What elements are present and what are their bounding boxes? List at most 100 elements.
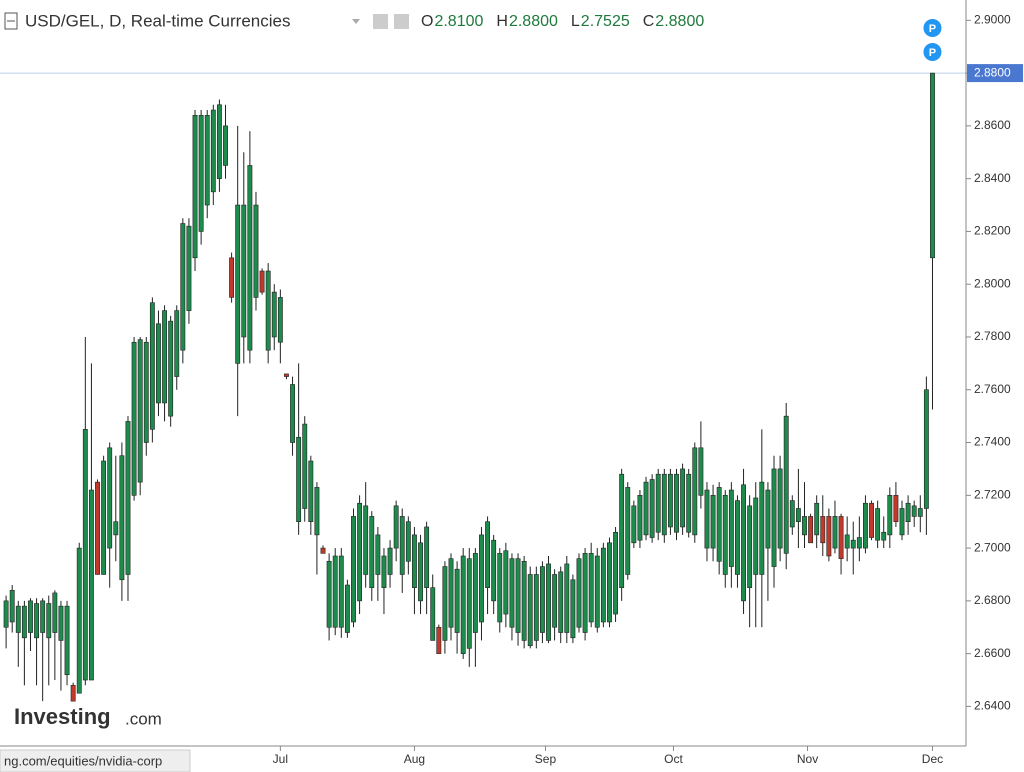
y-tick-label: 2.7000 <box>974 540 1011 554</box>
candle-body <box>710 495 716 549</box>
candle-body <box>564 563 570 633</box>
x-tick-label: Oct <box>664 752 683 766</box>
collapse-icon[interactable] <box>4 12 18 30</box>
candle-body <box>631 505 637 544</box>
candle-body <box>284 373 289 377</box>
watermark-suffix: .com <box>125 709 162 728</box>
candle-body <box>113 521 119 536</box>
gear-icon[interactable] <box>394 14 409 29</box>
candle-body <box>722 495 728 575</box>
dropdown-icon[interactable] <box>352 19 360 24</box>
settings-icon[interactable] <box>373 14 388 29</box>
candle-body <box>497 553 503 623</box>
candle-body <box>277 297 283 343</box>
candle-body <box>863 502 868 549</box>
candle-body <box>741 484 746 602</box>
candle-body <box>637 495 643 541</box>
y-tick-label: 2.8000 <box>974 276 1011 290</box>
candle-body <box>832 516 838 549</box>
candle-body <box>119 455 125 581</box>
candle-body <box>875 508 881 541</box>
candle-body <box>777 468 783 549</box>
candle-body <box>460 555 466 654</box>
last-price-tag <box>967 64 1023 83</box>
x-tick-label: Sep <box>535 752 557 766</box>
candle-body <box>619 473 625 588</box>
candle-body <box>95 481 100 575</box>
candle-body <box>143 341 149 443</box>
chart-title: USD/GEL, D, Real-time Currencies <box>25 11 290 30</box>
candle-body <box>930 72 935 259</box>
legend-key: L <box>571 13 580 30</box>
candle-body <box>326 560 332 628</box>
candle-body <box>570 579 576 639</box>
candle-body <box>174 310 180 377</box>
candle-body <box>613 531 618 615</box>
candle-body <box>314 487 320 536</box>
candle-body <box>472 553 478 633</box>
candle-body <box>253 204 259 298</box>
candle-body <box>887 495 893 536</box>
y-tick-label: 2.7400 <box>974 435 1011 449</box>
y-tick-label: 2.8600 <box>974 118 1011 132</box>
candle-body <box>46 603 52 639</box>
candle-body <box>290 384 295 443</box>
candle-body <box>88 489 94 681</box>
candle-body <box>204 115 210 206</box>
candle-body <box>52 592 58 633</box>
x-tick-label: Nov <box>797 752 818 766</box>
candle-body <box>271 291 277 338</box>
legend-key: C <box>643 13 655 30</box>
candle-body <box>917 508 923 517</box>
candle-body <box>905 502 911 522</box>
candle-body <box>692 447 698 536</box>
candle-body <box>716 487 722 562</box>
candle-body <box>149 302 155 430</box>
candle-body <box>351 516 356 623</box>
candle-body <box>9 590 15 623</box>
watermark-brand: Investing <box>14 704 111 729</box>
y-tick-label: 2.7200 <box>974 487 1011 501</box>
candle-body <box>223 125 228 166</box>
candle-body <box>259 270 265 293</box>
candle-body <box>783 415 789 554</box>
candle-body <box>162 310 167 404</box>
candle-body <box>466 558 472 649</box>
candle-body <box>412 534 417 588</box>
legend-value: 2.7525 <box>581 13 630 30</box>
candle-body <box>375 534 381 575</box>
candle-body <box>387 547 393 575</box>
candle-body <box>338 555 344 628</box>
watermark: Investing .com <box>14 704 162 729</box>
candle-body <box>229 257 235 298</box>
candle-body <box>247 165 253 351</box>
candle-body <box>838 516 844 559</box>
last-price-label: 2.8800 <box>974 65 1011 79</box>
candle-body <box>820 516 826 544</box>
y-tick-label: 2.8200 <box>974 224 1011 238</box>
candle-body <box>881 531 887 541</box>
candle-body <box>101 460 107 575</box>
candle-body <box>418 542 423 602</box>
candle-body <box>454 568 460 633</box>
candle-body <box>509 558 515 628</box>
candle-body <box>137 339 143 483</box>
candle-body <box>600 547 606 623</box>
y-tick-label: 2.6600 <box>974 646 1011 660</box>
candle-body <box>363 505 369 575</box>
candle-body <box>369 516 375 588</box>
candle-body <box>808 516 814 544</box>
event-marker <box>923 43 942 61</box>
y-tick-label: 2.9000 <box>974 12 1011 26</box>
candle-body <box>21 605 27 639</box>
y-tick-label: 2.6400 <box>974 699 1011 713</box>
candle-body <box>923 389 929 509</box>
candle-body <box>442 566 448 641</box>
candle-body <box>869 502 874 538</box>
candle-body <box>491 539 497 602</box>
candle-body <box>661 473 667 536</box>
candle-body <box>3 600 9 628</box>
candle-body <box>625 487 631 575</box>
candle-body <box>76 547 82 694</box>
candle-body <box>698 447 704 496</box>
